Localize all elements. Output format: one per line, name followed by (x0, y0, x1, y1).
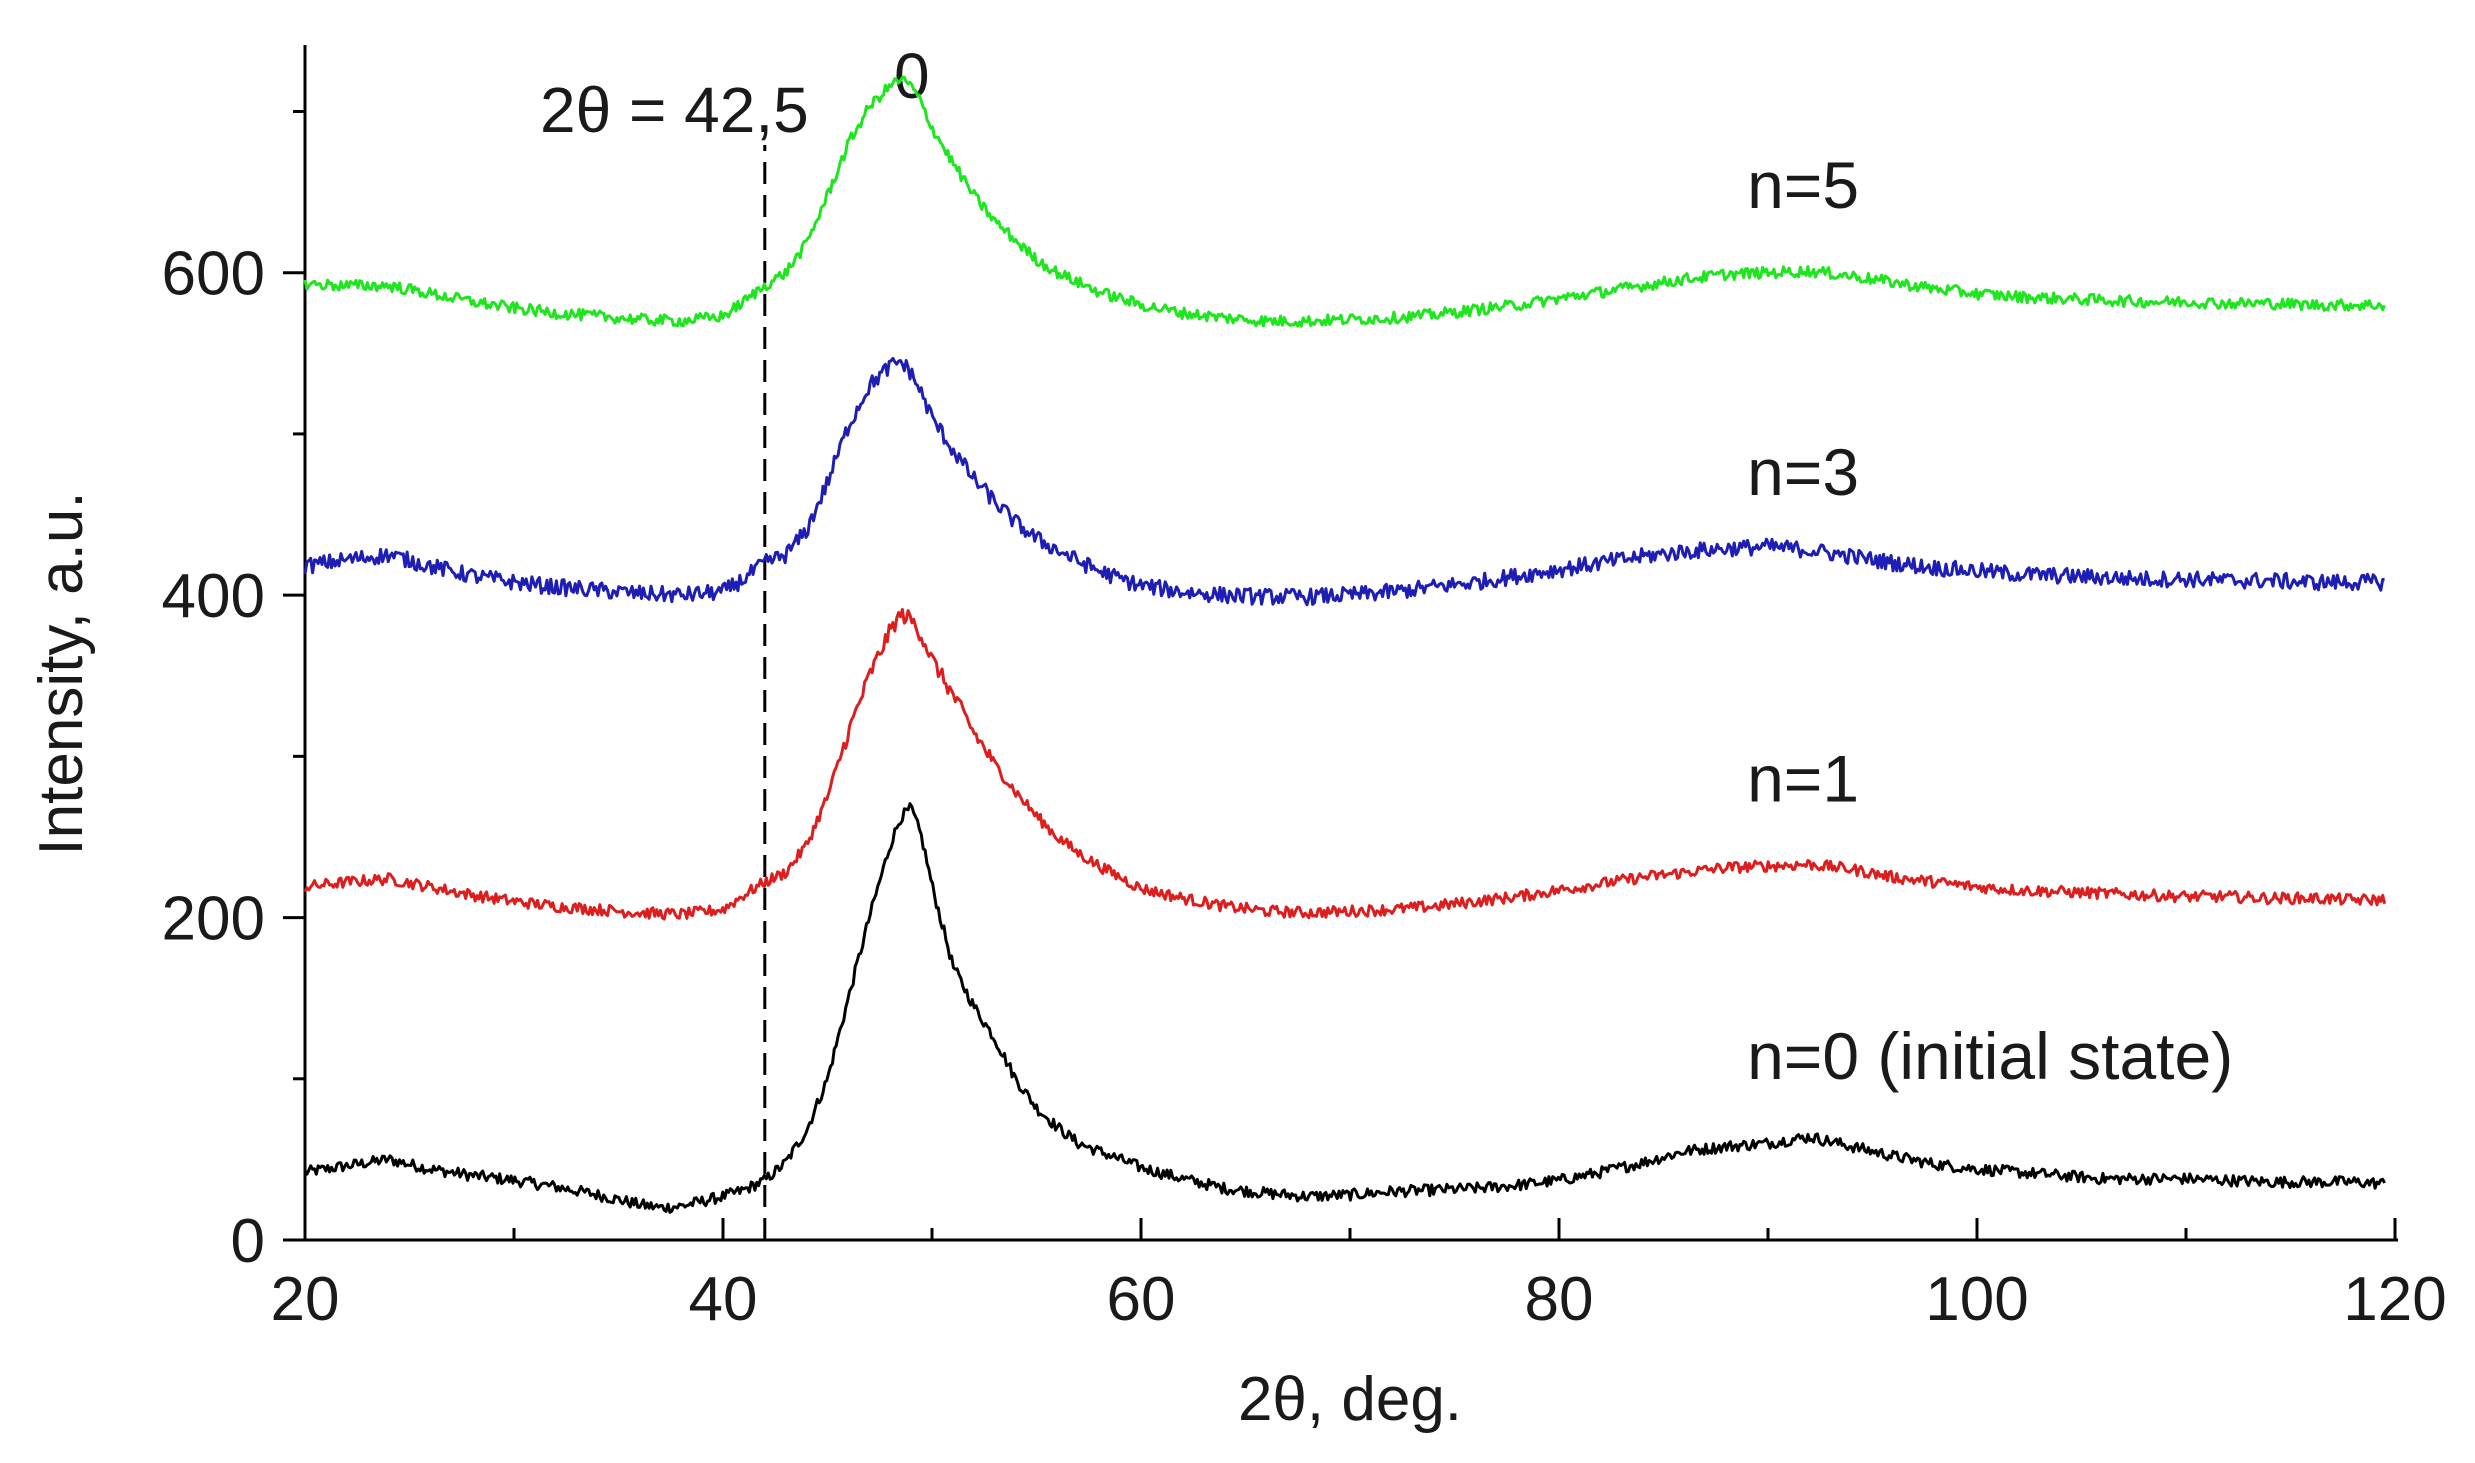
y-axis-title: Intensity, a.u. (27, 491, 96, 855)
series-label: n=5 (1747, 148, 1859, 222)
axes: 20 40 60 80 100 120 0 200 400 600 2θ, deg. Intensit… (27, 45, 2447, 1434)
labels-group: n=0 (initial state) n=1 n=3 n=5 (1747, 148, 2233, 1093)
y-tick-label: 400 (162, 562, 265, 631)
reference-line-group: 2θ = 42,5 0 (540, 40, 930, 1240)
x-tick-label: 100 (1925, 1265, 2028, 1334)
y-tick-label: 0 (231, 1207, 265, 1276)
y-tick-label: 200 (162, 885, 265, 954)
reference-annotation-superscript: 0 (894, 40, 930, 112)
x-tick-label: 20 (271, 1265, 340, 1334)
series-line-n-0 (303, 802, 2386, 1214)
y-tick-label: 600 (162, 240, 265, 309)
series-group (303, 75, 2387, 1214)
reference-annotation: 2θ = 42,5 (540, 74, 809, 146)
series-label: n=1 (1747, 741, 1859, 815)
series-line-n-3 (303, 356, 2385, 607)
x-tick-label: 120 (2343, 1265, 2446, 1334)
series-line-n-1 (303, 607, 2387, 921)
x-tick-label: 80 (1525, 1265, 1594, 1334)
x-axis-title: 2θ, deg. (1238, 1365, 1462, 1434)
x-tick-label: 40 (689, 1265, 758, 1334)
x-tick-label: 60 (1107, 1265, 1176, 1334)
series-label: n=0 (initial state) (1747, 1019, 2233, 1093)
series-line-n-5 (303, 75, 2386, 328)
series-label: n=3 (1747, 435, 1859, 509)
